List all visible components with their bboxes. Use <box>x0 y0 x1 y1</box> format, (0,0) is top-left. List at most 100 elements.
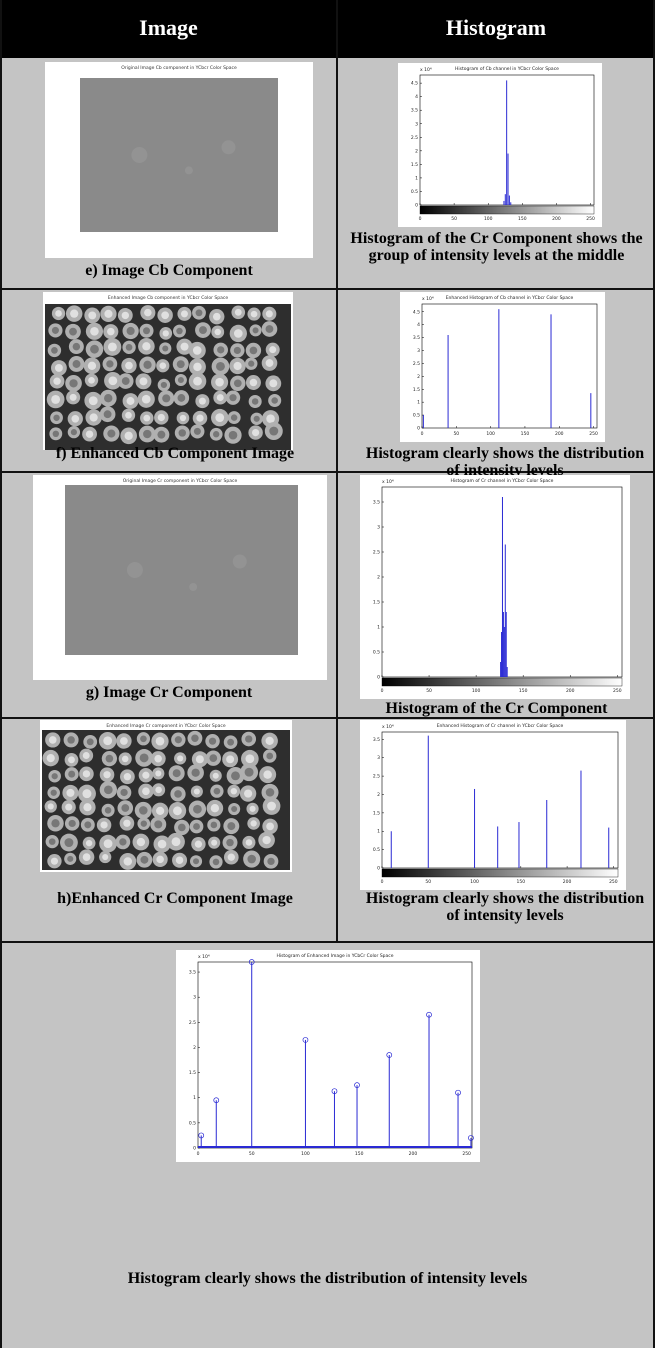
y-tick-label: 1 <box>417 400 420 406</box>
cell-center <box>104 310 112 318</box>
cell-center <box>52 773 58 779</box>
colorbar <box>382 678 622 686</box>
cell-center <box>83 752 90 759</box>
cell-center <box>105 807 112 814</box>
cell-center <box>163 330 169 336</box>
y-tick-label: 3.5 <box>373 500 380 506</box>
cell-center <box>88 362 96 370</box>
cell-center <box>196 414 203 421</box>
header-histogram: Histogram <box>337 0 655 56</box>
cell-center <box>108 342 117 351</box>
cell-center <box>252 429 259 436</box>
cell-center <box>158 840 167 849</box>
x-tick-label: 100 <box>486 431 495 437</box>
cell-center <box>125 432 133 440</box>
y-tick-label: 0.5 <box>413 413 420 419</box>
cell-center <box>266 310 273 317</box>
image-title: Original Image Cr component in YCbcr Col… <box>123 478 238 484</box>
cell-center <box>217 346 224 353</box>
y-tick-label: 1.5 <box>189 1070 196 1076</box>
y-tick-label: 2.5 <box>411 135 418 141</box>
cell-center <box>267 802 276 811</box>
cell-center <box>266 823 274 831</box>
cell-center <box>216 362 225 371</box>
cell-center <box>195 841 202 848</box>
image-frame: Original Image Cr component in YCbcr Col… <box>33 475 327 680</box>
y-tick-label: 0.5 <box>411 189 418 195</box>
histogram-title: Histogram of Cr channel in YCbcr Color S… <box>451 478 554 484</box>
y-tick-label: 0.5 <box>189 1120 196 1126</box>
cell-center <box>172 837 181 846</box>
cell-center <box>140 753 149 762</box>
cell-center <box>104 410 112 418</box>
cell-center <box>83 770 90 777</box>
cell-center <box>193 377 202 386</box>
scale-label: x 10⁴ <box>420 67 432 73</box>
cell-center <box>88 377 95 384</box>
histogram-frame: Enhanced Histogram of Cr channel in YCbc… <box>360 720 626 890</box>
x-tick-label: 50 <box>425 879 431 885</box>
cell-center <box>103 736 112 745</box>
histogram: Enhanced Histogram of Cb channel in YCbc… <box>400 292 605 442</box>
cell-center <box>141 821 147 827</box>
histogram-caption: Histogram of the Cr Component shows the … <box>345 230 648 264</box>
cell-center <box>213 431 219 437</box>
cell-center <box>162 394 170 402</box>
cell-center <box>266 788 275 797</box>
cell-center <box>84 821 91 828</box>
cell-center <box>156 737 165 746</box>
y-tick-label: 0.5 <box>373 650 380 656</box>
cell-center <box>122 312 129 319</box>
cell-center <box>245 754 254 763</box>
histogram-title: Histogram of Enhanced Image in YCbCr Col… <box>276 953 393 959</box>
cell-center <box>253 327 259 333</box>
cell-center <box>269 427 278 436</box>
x-tick-label: 50 <box>453 431 459 437</box>
y-tick-label: 2.5 <box>373 550 380 556</box>
cell-center <box>248 361 254 367</box>
cell-center <box>180 415 186 421</box>
colorbar <box>420 206 594 214</box>
y-tick-label: 3 <box>377 525 380 531</box>
cell-center <box>193 346 202 355</box>
cell-center <box>196 755 204 763</box>
cell <box>233 555 247 569</box>
cell-center <box>68 756 75 763</box>
cell-center <box>250 806 256 812</box>
cell-center <box>217 394 224 401</box>
cell-center <box>181 310 188 317</box>
cell-center <box>69 328 77 336</box>
cell-center <box>51 858 58 865</box>
cell-center <box>177 755 183 761</box>
histogram-caption: Histogram clearly shows the distribution… <box>360 890 650 924</box>
cell-center <box>252 398 259 405</box>
cell-center <box>227 739 234 746</box>
cell-center <box>64 838 73 847</box>
histogram-frame: Enhanced Histogram of Cb channel in YCbc… <box>400 292 605 442</box>
cell-center <box>211 822 218 829</box>
y-tick-label: 2.5 <box>373 774 380 780</box>
cell-center <box>100 821 107 828</box>
x-tick-label: 200 <box>566 688 575 694</box>
cell-center <box>234 379 242 387</box>
cell-center <box>231 806 237 812</box>
y-tick-label: 0.5 <box>373 847 380 853</box>
cell-center <box>271 397 278 404</box>
cell-center <box>137 838 145 846</box>
x-tick-label: 250 <box>462 1151 471 1157</box>
y-tick-label: 4 <box>415 94 418 100</box>
y-tick-label: 0 <box>193 1146 196 1152</box>
cell-center <box>102 854 108 860</box>
cell-center <box>142 395 151 404</box>
cell-center <box>53 431 59 437</box>
cell-center <box>124 857 132 865</box>
cell-center <box>246 839 253 846</box>
cell-center <box>143 327 150 334</box>
summary-caption: Histogram clearly shows the distribution… <box>2 1270 653 1287</box>
cell-center <box>126 344 133 351</box>
y-tick-label: 3.5 <box>189 970 196 976</box>
cell-center <box>69 379 77 387</box>
cell-center <box>86 840 92 846</box>
cell-center <box>269 379 277 387</box>
cell-center <box>154 755 162 763</box>
